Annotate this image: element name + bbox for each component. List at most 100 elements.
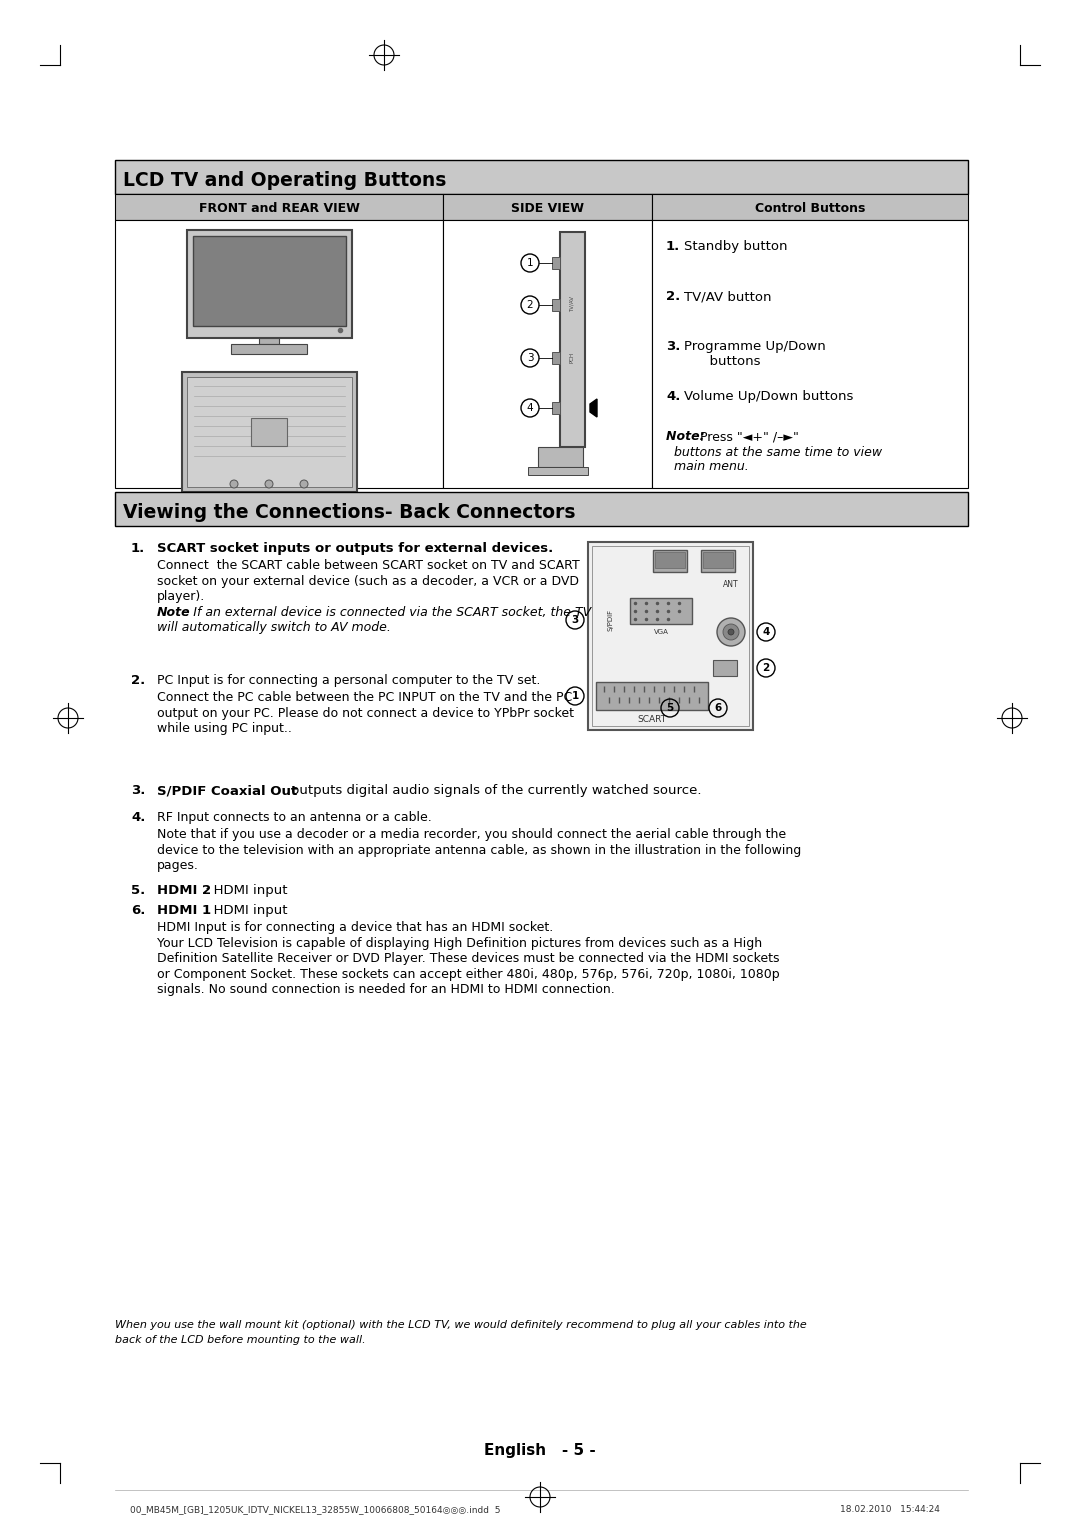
Text: 3: 3 xyxy=(527,353,534,364)
Text: main menu.: main menu. xyxy=(674,460,748,474)
Text: SCART socket inputs or outputs for external devices.: SCART socket inputs or outputs for exter… xyxy=(157,542,553,555)
Text: 2.: 2. xyxy=(131,674,145,688)
FancyBboxPatch shape xyxy=(443,220,652,487)
Circle shape xyxy=(717,617,745,646)
Text: 2: 2 xyxy=(762,663,770,672)
FancyBboxPatch shape xyxy=(538,448,582,468)
Text: Your LCD Television is capable of displaying High Definition pictures from devic: Your LCD Television is capable of displa… xyxy=(157,937,762,949)
FancyBboxPatch shape xyxy=(652,220,968,487)
FancyBboxPatch shape xyxy=(114,492,968,526)
Text: Connect the PC cable between the PC INPUT on the TV and the PC: Connect the PC cable between the PC INPU… xyxy=(157,691,572,704)
Text: while using PC input..: while using PC input.. xyxy=(157,723,292,735)
Text: Definition Satellite Receiver or DVD Player. These devices must be connected via: Definition Satellite Receiver or DVD Pla… xyxy=(157,952,780,966)
Text: PC Input is for connecting a personal computer to the TV set.: PC Input is for connecting a personal co… xyxy=(157,674,540,688)
Text: 1: 1 xyxy=(527,258,534,267)
Text: 00_MB45M_[GB]_1205UK_IDTV_NICKEL13_32855W_10066808_50164◎◎◎.indd  5: 00_MB45M_[GB]_1205UK_IDTV_NICKEL13_32855… xyxy=(130,1505,500,1514)
Circle shape xyxy=(265,480,273,487)
Text: 3.: 3. xyxy=(666,341,680,353)
Text: will automatically switch to AV mode.: will automatically switch to AV mode. xyxy=(157,620,391,634)
FancyBboxPatch shape xyxy=(527,468,588,475)
FancyBboxPatch shape xyxy=(654,552,685,568)
Text: device to the television with an appropriate antenna cable, as shown in the illu: device to the television with an appropr… xyxy=(157,843,801,857)
Text: Press "◄+" /–►": Press "◄+" /–►" xyxy=(700,429,799,443)
FancyBboxPatch shape xyxy=(231,344,307,354)
Text: TV/AV button: TV/AV button xyxy=(684,290,771,303)
Text: 3.: 3. xyxy=(131,784,146,798)
Text: buttons at the same time to view: buttons at the same time to view xyxy=(674,446,882,458)
FancyBboxPatch shape xyxy=(114,160,968,194)
Circle shape xyxy=(723,623,739,640)
FancyBboxPatch shape xyxy=(251,419,286,446)
FancyBboxPatch shape xyxy=(701,550,735,571)
Text: or Component Socket. These sockets can accept either 480i, 480p, 576p, 576i, 720: or Component Socket. These sockets can a… xyxy=(157,967,780,981)
FancyBboxPatch shape xyxy=(652,194,968,220)
Text: 6: 6 xyxy=(714,703,721,714)
FancyBboxPatch shape xyxy=(588,542,753,730)
Text: 1: 1 xyxy=(571,691,579,701)
FancyBboxPatch shape xyxy=(552,402,561,414)
FancyBboxPatch shape xyxy=(187,377,351,487)
FancyBboxPatch shape xyxy=(257,503,281,507)
Text: : If an external device is connected via the SCART socket, the TV: : If an external device is connected via… xyxy=(185,605,591,619)
FancyBboxPatch shape xyxy=(713,660,737,675)
FancyBboxPatch shape xyxy=(592,545,750,726)
Text: socket on your external device (such as a decoder, a VCR or a DVD: socket on your external device (such as … xyxy=(157,575,579,587)
Text: outputs digital audio signals of the currently watched source.: outputs digital audio signals of the cur… xyxy=(287,784,702,798)
Circle shape xyxy=(300,480,308,487)
Text: SCART: SCART xyxy=(637,715,666,723)
Text: HDMI 1: HDMI 1 xyxy=(157,905,211,917)
Text: 3: 3 xyxy=(571,614,579,625)
Text: LCD TV and Operating Buttons: LCD TV and Operating Buttons xyxy=(123,171,446,189)
Text: FRONT and REAR VIEW: FRONT and REAR VIEW xyxy=(199,202,360,214)
Text: SIDE VIEW: SIDE VIEW xyxy=(511,202,584,214)
FancyBboxPatch shape xyxy=(187,231,351,338)
FancyBboxPatch shape xyxy=(561,232,585,448)
FancyBboxPatch shape xyxy=(552,257,561,269)
Text: signals. No sound connection is needed for an HDMI to HDMI connection.: signals. No sound connection is needed f… xyxy=(157,983,615,996)
Circle shape xyxy=(728,630,734,636)
FancyBboxPatch shape xyxy=(227,492,311,503)
Text: 2.: 2. xyxy=(666,290,680,303)
Text: RF Input connects to an antenna or a cable.: RF Input connects to an antenna or a cab… xyxy=(157,811,432,824)
Polygon shape xyxy=(590,399,597,417)
FancyBboxPatch shape xyxy=(552,351,561,364)
FancyBboxPatch shape xyxy=(192,235,346,325)
Text: 2: 2 xyxy=(527,299,534,310)
FancyBboxPatch shape xyxy=(703,552,733,568)
Text: : HDMI input: : HDMI input xyxy=(205,885,287,897)
FancyBboxPatch shape xyxy=(114,220,443,487)
Text: 1.: 1. xyxy=(131,542,145,555)
Text: output on your PC. Please do not connect a device to YPbPr socket: output on your PC. Please do not connect… xyxy=(157,706,573,720)
Text: 5.: 5. xyxy=(131,885,145,897)
FancyBboxPatch shape xyxy=(653,550,687,571)
Text: 4: 4 xyxy=(527,403,534,413)
FancyBboxPatch shape xyxy=(181,371,356,492)
Text: Standby button: Standby button xyxy=(684,240,787,254)
Text: HDMI 2: HDMI 2 xyxy=(157,885,211,897)
Text: VGA: VGA xyxy=(653,630,669,636)
Text: Control Buttons: Control Buttons xyxy=(755,202,865,214)
Text: PCH: PCH xyxy=(569,351,575,362)
Text: 5: 5 xyxy=(666,703,674,714)
Text: Programme Up/Down
      buttons: Programme Up/Down buttons xyxy=(684,341,826,368)
Text: Connect  the SCART cable between SCART socket on TV and SCART: Connect the SCART cable between SCART so… xyxy=(157,559,580,571)
Text: pages.: pages. xyxy=(157,859,199,872)
Text: When you use the wall mount kit (optional) with the LCD TV, we would definitely : When you use the wall mount kit (optiona… xyxy=(114,1320,807,1345)
Text: Note: Note xyxy=(157,605,191,619)
Text: 18.02.2010   15:44:24: 18.02.2010 15:44:24 xyxy=(840,1505,940,1514)
Text: : HDMI input: : HDMI input xyxy=(205,905,287,917)
Text: S/PDIF Coaxial Out: S/PDIF Coaxial Out xyxy=(157,784,297,798)
Circle shape xyxy=(230,480,238,487)
Text: ANT: ANT xyxy=(724,579,739,588)
FancyBboxPatch shape xyxy=(630,597,692,623)
Text: Viewing the Connections- Back Connectors: Viewing the Connections- Back Connectors xyxy=(123,503,576,523)
FancyBboxPatch shape xyxy=(443,194,652,220)
Text: Volume Up/Down buttons: Volume Up/Down buttons xyxy=(684,390,853,403)
Text: S/PDIF: S/PDIF xyxy=(607,610,613,631)
Text: English   - 5 -: English - 5 - xyxy=(484,1442,596,1458)
FancyBboxPatch shape xyxy=(552,299,561,312)
Text: 6.: 6. xyxy=(131,905,146,917)
Text: 1.: 1. xyxy=(666,240,680,254)
FancyBboxPatch shape xyxy=(259,338,279,344)
Text: 4: 4 xyxy=(762,626,770,637)
